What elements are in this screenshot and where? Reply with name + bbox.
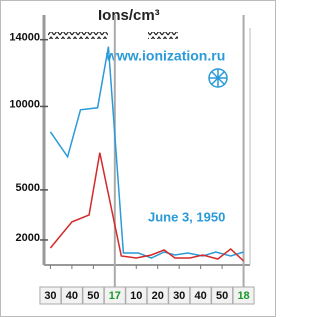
x-tick-label: 30 [44,290,56,302]
chart-title: Ions/cm³ [98,7,160,24]
x-tick-label: 17 [109,290,121,302]
y-tick-label: 5000 [16,182,40,194]
x-tick-label: 10 [130,290,142,302]
x-tick-label: 30 [173,290,185,302]
x-tick-label: 50 [87,290,99,302]
y-tick-label: 2000 [16,232,40,244]
website-annotation: www.ionization.ru [105,48,225,64]
logo-icon [208,68,228,88]
date-annotation: June 3, 1950 [148,209,225,224]
x-tick-label: 40 [66,290,78,302]
y-tick-label: 10000 [9,98,40,110]
series-line [49,152,245,262]
series-line [49,46,244,259]
y-tick-label: 14000 [9,32,40,44]
x-tick-label: 20 [152,290,164,302]
chart: Ions/cm³ www.ionization.ru June 3, 1950 … [0,0,276,317]
x-tick-label: 50 [216,290,228,302]
frame [0,0,276,317]
x-tick-label: 18 [237,290,249,302]
x-tick-label: 40 [195,290,207,302]
zigzag-band [48,32,108,39]
zigzag-band [148,32,178,39]
